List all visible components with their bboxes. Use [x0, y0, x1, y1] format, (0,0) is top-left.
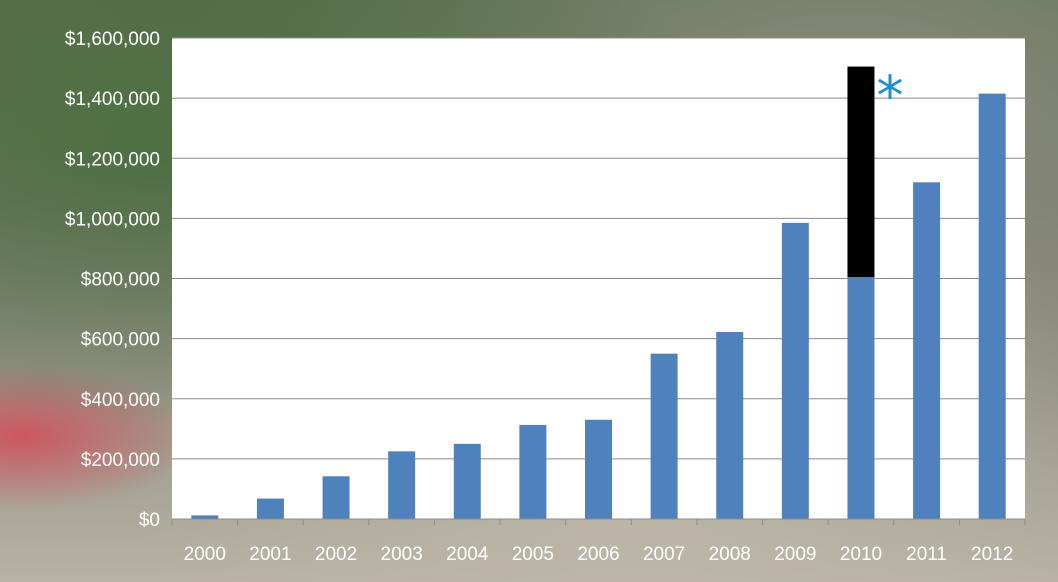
y-tick-label: $400,000: [81, 390, 160, 411]
bar-2004: [453, 443, 481, 519]
y-tick-label: $200,000: [81, 450, 160, 471]
bar-2001: [256, 498, 284, 519]
bar-2010: [847, 276, 875, 519]
bar-2009: [781, 222, 809, 519]
x-tick-label: 2002: [315, 544, 357, 565]
y-tick-label: $0: [139, 510, 160, 531]
y-tick-label: $1,400,000: [65, 89, 160, 110]
x-tick-label: 2006: [577, 544, 619, 565]
bar-segment-2010: [847, 66, 875, 277]
bar-2000: [191, 515, 219, 519]
bar-2003: [388, 451, 416, 519]
bar-2006: [585, 419, 612, 519]
y-tick-label: $600,000: [81, 330, 160, 351]
bar-2008: [716, 332, 744, 519]
bar-2007: [650, 353, 678, 519]
x-tick-label: 2005: [512, 544, 554, 565]
bar-2005: [519, 424, 547, 519]
x-tick-label: 2003: [381, 544, 423, 565]
x-tick-label: 2000: [184, 544, 226, 565]
gridlines: [172, 37, 1025, 460]
bar-2002: [322, 476, 350, 519]
y-tick-label: $1,600,000: [65, 29, 160, 50]
axes: [171, 518, 1026, 525]
x-tick-label: 2011: [906, 544, 947, 565]
y-tick-label: $1,000,000: [65, 209, 160, 230]
annotations: *: [876, 65, 903, 128]
x-tick-label: 2008: [709, 544, 751, 565]
x-tick-label: 2012: [971, 544, 1013, 565]
bar-2012: [978, 93, 1006, 519]
x-tick-label: 2009: [774, 544, 816, 565]
bar-2011: [913, 182, 941, 520]
x-tick-label: 2010: [840, 544, 882, 565]
y-tick-labels: $0 $200,000 $400,000 $600,000 $800,000 $1,000…: [65, 29, 160, 531]
y-tick-label: $1,200,000: [65, 149, 160, 170]
x-tick-label: 2001: [249, 544, 291, 565]
bars: [191, 66, 1006, 520]
y-tick-label: $800,000: [81, 270, 160, 291]
x-tick-label: 2004: [446, 544, 489, 565]
x-tick-label: 2007: [643, 544, 685, 565]
annotation-asterisk: *: [876, 65, 903, 128]
x-tick-labels: 2000 2001 2002 2003 2004 2005 2006 2007 2008 2009…: [184, 544, 1014, 565]
